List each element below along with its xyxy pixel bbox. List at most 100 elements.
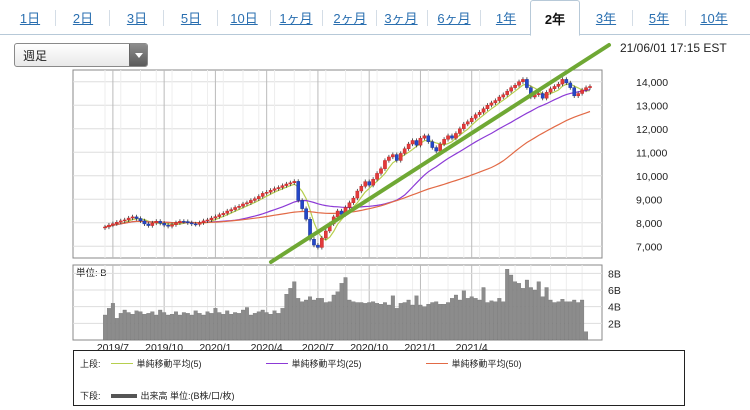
legend-lower-label: 下段: [80, 391, 101, 401]
volume-bar [485, 302, 490, 341]
tab-2[interactable]: 2日 [72, 11, 94, 26]
candle-up [260, 193, 265, 197]
tab-1[interactable]: 1日 [19, 11, 41, 26]
volume-bar [304, 299, 309, 341]
legend-item-sma50: 単純移動平均(50) [425, 357, 522, 370]
candle-up [288, 182, 293, 185]
volume-bar [532, 289, 537, 341]
tab-3[interactable]: 3日 [126, 11, 148, 26]
volume-bar [296, 298, 301, 341]
volume-bar [130, 314, 135, 341]
volume-bar [576, 302, 581, 341]
tab-5[interactable]: 10日 [230, 11, 258, 26]
candle-up [410, 140, 415, 145]
candle-up [130, 216, 135, 219]
volume-y-tick-label: 2B [608, 318, 621, 330]
candle-up [253, 198, 257, 201]
volume-bar [438, 304, 443, 341]
candle-up [284, 183, 289, 186]
tab-separator [427, 10, 428, 26]
candle-up [209, 217, 214, 221]
tab-11[interactable]: 2年 [530, 0, 580, 36]
tab-separator [632, 10, 633, 26]
volume-bar [331, 294, 336, 341]
tab-14[interactable]: 10年 [700, 11, 728, 26]
candle-up [107, 224, 111, 228]
candle-up [375, 173, 379, 180]
candle-up [501, 94, 506, 98]
candle-down [296, 181, 301, 201]
candle-down [162, 223, 166, 226]
period-tab-bar: 1日 2日 3日 5日 10日 1ヶ月 2ヶ月 3ヶ月 6ヶ月 1年 2年 3年 5年 10年 [0, 0, 750, 36]
volume-bar [284, 294, 289, 341]
candle-up [233, 207, 237, 210]
candle-up [446, 135, 450, 140]
candle-down [564, 79, 569, 84]
quote-timestamp: 21/06/01 17:15 EST [620, 41, 727, 55]
volume-bar [142, 314, 147, 341]
volume-bar [386, 304, 391, 341]
volume-bar [189, 314, 194, 341]
volume-bar [134, 310, 139, 341]
volume-bar [166, 314, 171, 341]
tab-7[interactable]: 2ヶ月 [333, 11, 367, 26]
volume-bar [217, 312, 222, 341]
tab-13[interactable]: 5年 [648, 11, 670, 26]
candle-up [383, 160, 387, 169]
volume-bar [177, 314, 182, 341]
volume-bar [410, 304, 415, 341]
volume-bar [126, 312, 131, 341]
tab-10[interactable]: 1年 [495, 11, 517, 26]
volume-bar [505, 269, 510, 341]
candle-up [580, 89, 584, 94]
volume-bar [430, 302, 435, 341]
volume-bar [375, 303, 380, 341]
tab-separator [376, 10, 377, 26]
legend-label-sma5: 単純移動平均(5) [136, 359, 202, 369]
candle-up [521, 79, 525, 82]
volume-bar [414, 295, 419, 341]
candle-up [347, 202, 352, 208]
candle-up [513, 85, 517, 88]
legend-item-sma5: 単純移動平均(5) [110, 357, 202, 370]
volume-bar [260, 309, 265, 341]
candle-up [418, 137, 423, 146]
candle-up [335, 210, 340, 218]
volume-bar [315, 298, 320, 341]
volume-y-tick-label: 6B [608, 285, 621, 297]
chevron-down-icon[interactable] [129, 44, 147, 66]
volume-bar [497, 298, 502, 341]
tab-6[interactable]: 1ヶ月 [279, 11, 313, 26]
tab-separator [270, 10, 271, 26]
volume-bar [343, 277, 348, 341]
tab-separator [109, 10, 110, 26]
volume-bar [185, 313, 190, 341]
tab-4[interactable]: 5日 [180, 11, 202, 26]
candle-up [485, 105, 490, 109]
candle-down [316, 244, 320, 248]
candle-up [505, 90, 509, 95]
volume-bar [205, 311, 210, 341]
volume-bar [146, 313, 151, 341]
candle-up [276, 187, 281, 189]
volume-bar [394, 308, 399, 341]
tab-9[interactable]: 6ヶ月 [437, 11, 471, 26]
volume-bar [213, 308, 218, 341]
price-y-tick-label: 11,000 [636, 147, 667, 159]
chart-period-select[interactable]: 週足 [14, 43, 148, 67]
legend-swatch-volume [110, 393, 137, 398]
volume-bar [264, 312, 269, 341]
candle-up [118, 220, 123, 223]
candle-up [272, 188, 277, 191]
candle-up [363, 181, 368, 187]
volume-bar [465, 298, 470, 341]
tab-8[interactable]: 3ヶ月 [384, 11, 418, 26]
candle-down [450, 135, 454, 139]
candle-up [126, 217, 131, 221]
tab-12[interactable]: 3年 [595, 11, 617, 26]
candle-up [391, 154, 395, 158]
candle-up [229, 209, 233, 212]
volume-bar [110, 303, 115, 341]
candle-up [517, 81, 521, 86]
